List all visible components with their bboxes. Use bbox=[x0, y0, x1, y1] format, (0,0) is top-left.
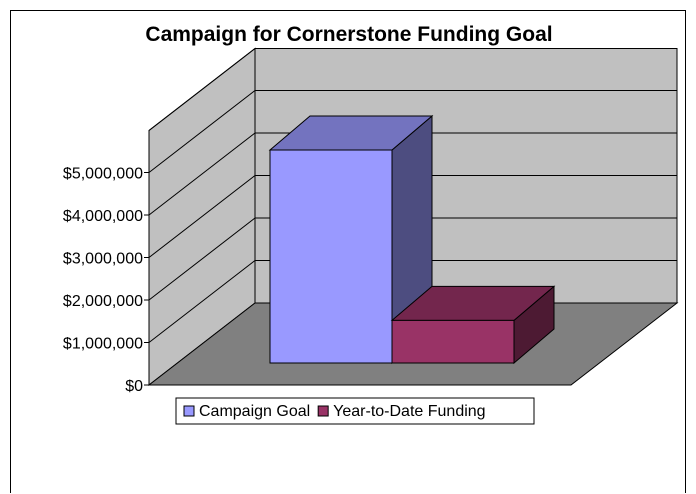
gridline-side bbox=[148, 260, 256, 343]
y-axis: $0 $1,000,000 $2,000,000 $3,000,000 $4,000,0… bbox=[63, 166, 150, 395]
gridline-side bbox=[148, 132, 256, 216]
gridline-side bbox=[148, 175, 256, 258]
chart-frame: Campaign for Cornerstone Funding Goal $0… bbox=[10, 10, 686, 493]
legend-label-year-to-date-funding: Year-to-Date Funding bbox=[333, 403, 485, 420]
gridline-side bbox=[148, 217, 256, 301]
y-tick-label: $3,000,000 bbox=[63, 251, 143, 268]
y-tick-label: $1,000,000 bbox=[63, 336, 143, 353]
bar-campaign-goal bbox=[269, 149, 393, 364]
chart-canvas: Campaign for Cornerstone Funding Goal $0… bbox=[63, 23, 679, 425]
legend-box bbox=[175, 397, 535, 425]
gridline-side bbox=[148, 48, 256, 131]
chart-title: Campaign for Cornerstone Funding Goal bbox=[145, 23, 552, 46]
y-tick-label: $5,000,000 bbox=[63, 166, 143, 183]
y-tick-label: $2,000,000 bbox=[63, 293, 143, 310]
bar-year-to-date-funding bbox=[391, 319, 515, 364]
legend-swatch-year-to-date-funding bbox=[317, 405, 329, 417]
gridline-side bbox=[148, 90, 256, 173]
legend-swatch-campaign-goal bbox=[183, 405, 195, 417]
y-tick-label: $0 bbox=[125, 378, 143, 395]
legend-label-campaign-goal: Campaign Goal bbox=[199, 403, 310, 420]
legend: Campaign Goal Year-to-Date Funding bbox=[175, 397, 535, 425]
y-tick-label: $4,000,000 bbox=[63, 208, 143, 225]
bars bbox=[268, 114, 556, 365]
